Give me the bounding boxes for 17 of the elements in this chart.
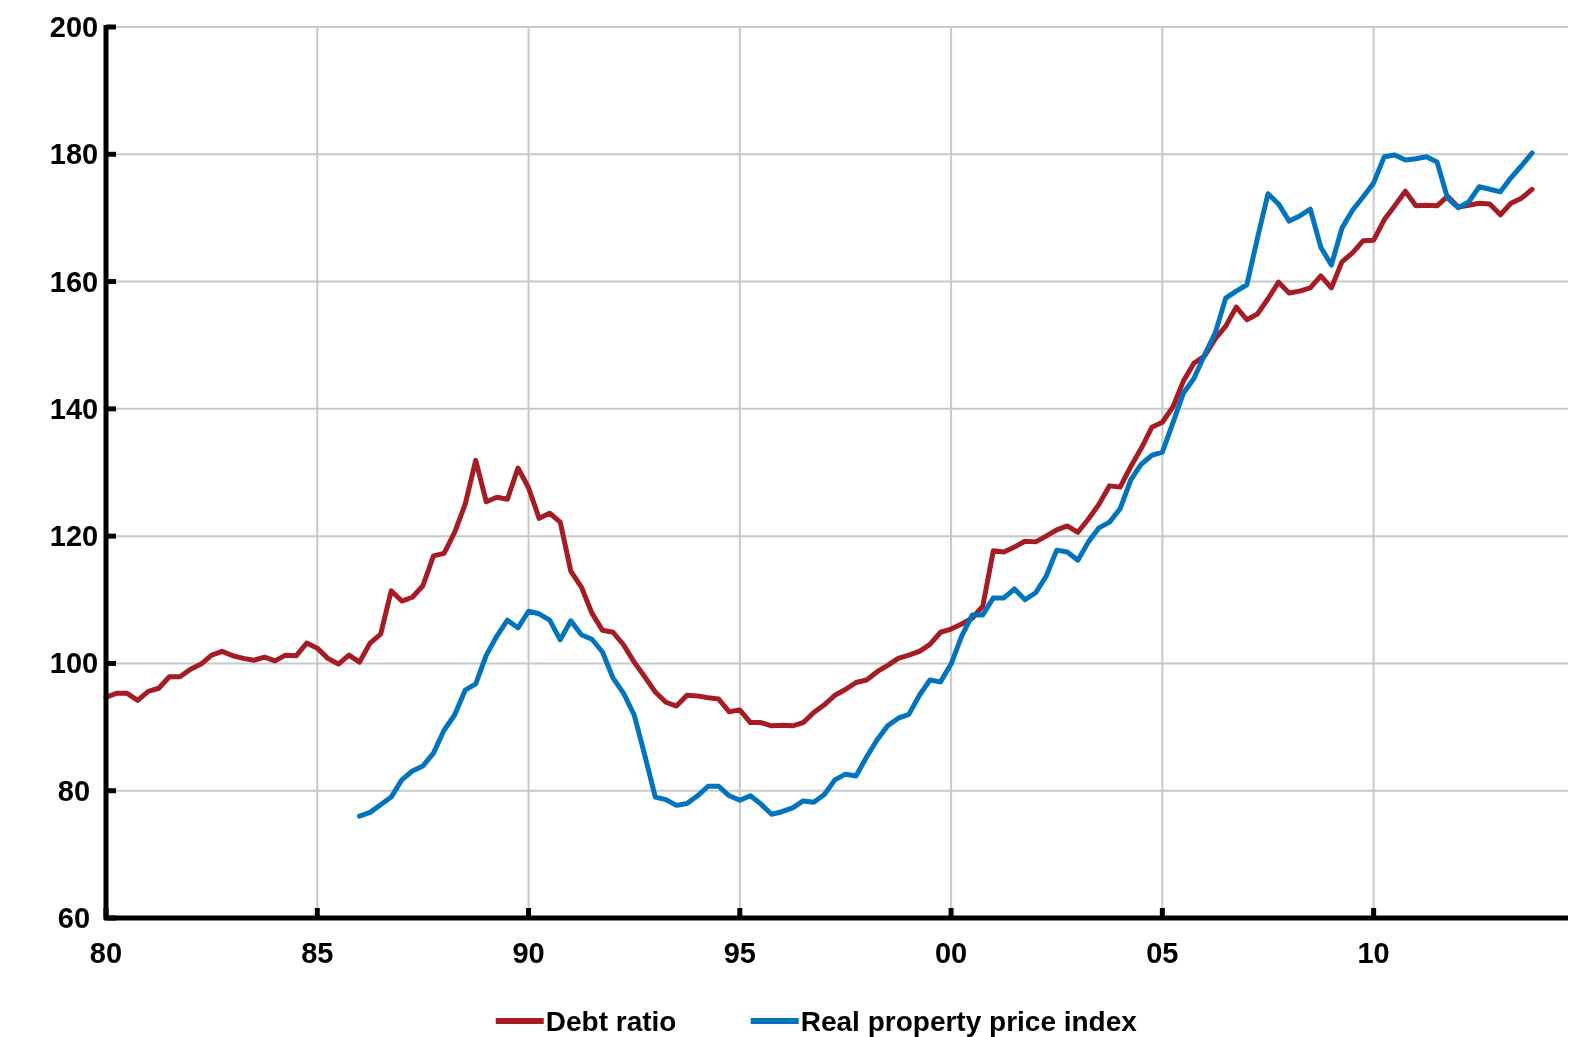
legend-label: Real property price index — [800, 1006, 1138, 1037]
legend-label: Debt ratio — [545, 1006, 677, 1037]
x-tick-label: 95 — [723, 937, 756, 969]
x-tick-label: 10 — [1357, 937, 1390, 969]
y-tick-label: 180 — [49, 138, 99, 171]
x-tick-label: 05 — [1146, 937, 1179, 969]
y-tick-label: 60 — [57, 902, 91, 934]
y-tick-label: 160 — [49, 265, 99, 298]
x-tick-label: 80 — [89, 937, 123, 969]
x-tick-label: 85 — [301, 937, 334, 969]
y-tick-label: 120 — [49, 520, 99, 553]
x-tick-label: 90 — [512, 937, 545, 969]
y-tick-label: 140 — [49, 392, 99, 425]
y-tick-label: 80 — [57, 774, 91, 807]
y-tick-label: 200 — [49, 11, 99, 43]
y-tick-label: 100 — [49, 647, 99, 680]
x-tick-label: 00 — [934, 937, 968, 969]
